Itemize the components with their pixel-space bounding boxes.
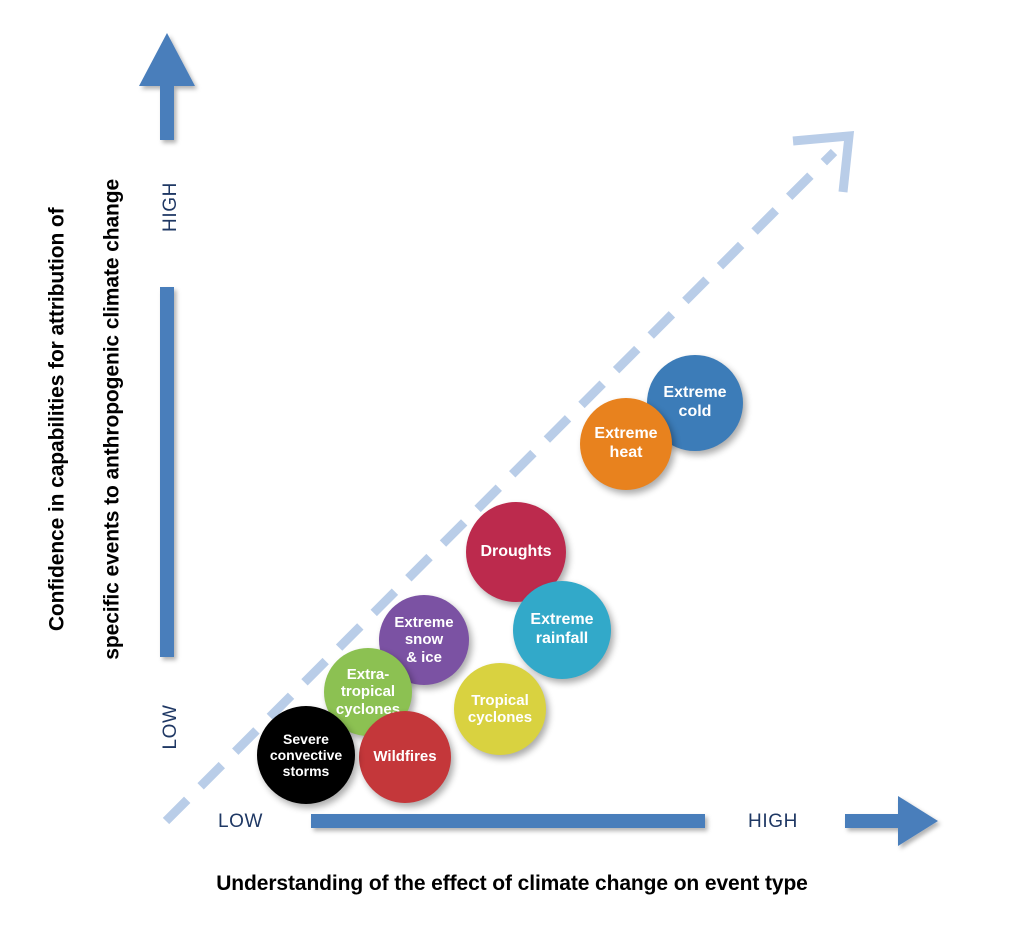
bubble-label: Extra- tropical cyclones: [335, 665, 401, 718]
bubble-label: Wildfires: [373, 748, 437, 766]
bubble-extreme-snow-ice[interactable]: Extreme snow & ice: [379, 595, 469, 685]
y-axis-tick-high: HIGH: [160, 182, 181, 232]
y-axis-title-line-2: specific events to anthropogenic climate…: [100, 178, 124, 660]
y-axis-tick-low: LOW: [160, 704, 181, 750]
bubble-label: Extreme rainfall: [530, 611, 594, 647]
bubble-label: Severe convective storms: [269, 730, 343, 780]
bubble-severe-convective-storms[interactable]: Severe convective storms: [257, 706, 355, 804]
y-axis-title: Confidence in capabilities for attributi…: [16, 89, 155, 749]
y-axis-title-line-1: Confidence in capabilities for attributi…: [45, 207, 69, 632]
bubble-extreme-rainfall[interactable]: Extreme rainfall: [513, 581, 611, 679]
bubble-label: Droughts: [480, 542, 552, 560]
bubble-droughts[interactable]: Droughts: [466, 502, 566, 602]
x-axis-title: Understanding of the effect of climate c…: [216, 872, 808, 895]
bubble-extreme-heat[interactable]: Extreme heat: [580, 398, 672, 490]
bubble-label: Extreme heat: [594, 425, 658, 461]
x-axis-bar: [311, 814, 705, 828]
bubble-label: Extreme snow & ice: [394, 613, 454, 666]
x-axis-tick-low: LOW: [218, 811, 264, 832]
bubble-label: Tropical cyclones: [467, 691, 533, 726]
y-axis-bar: [160, 287, 174, 657]
bubble-tropical-cyclones[interactable]: Tropical cyclones: [454, 663, 546, 755]
bubble-wildfires[interactable]: Wildfires: [359, 711, 451, 803]
x-axis-arrow: [845, 796, 938, 846]
x-axis-tick-high: HIGH: [748, 811, 798, 832]
bubble-label: Extreme cold: [663, 384, 727, 420]
